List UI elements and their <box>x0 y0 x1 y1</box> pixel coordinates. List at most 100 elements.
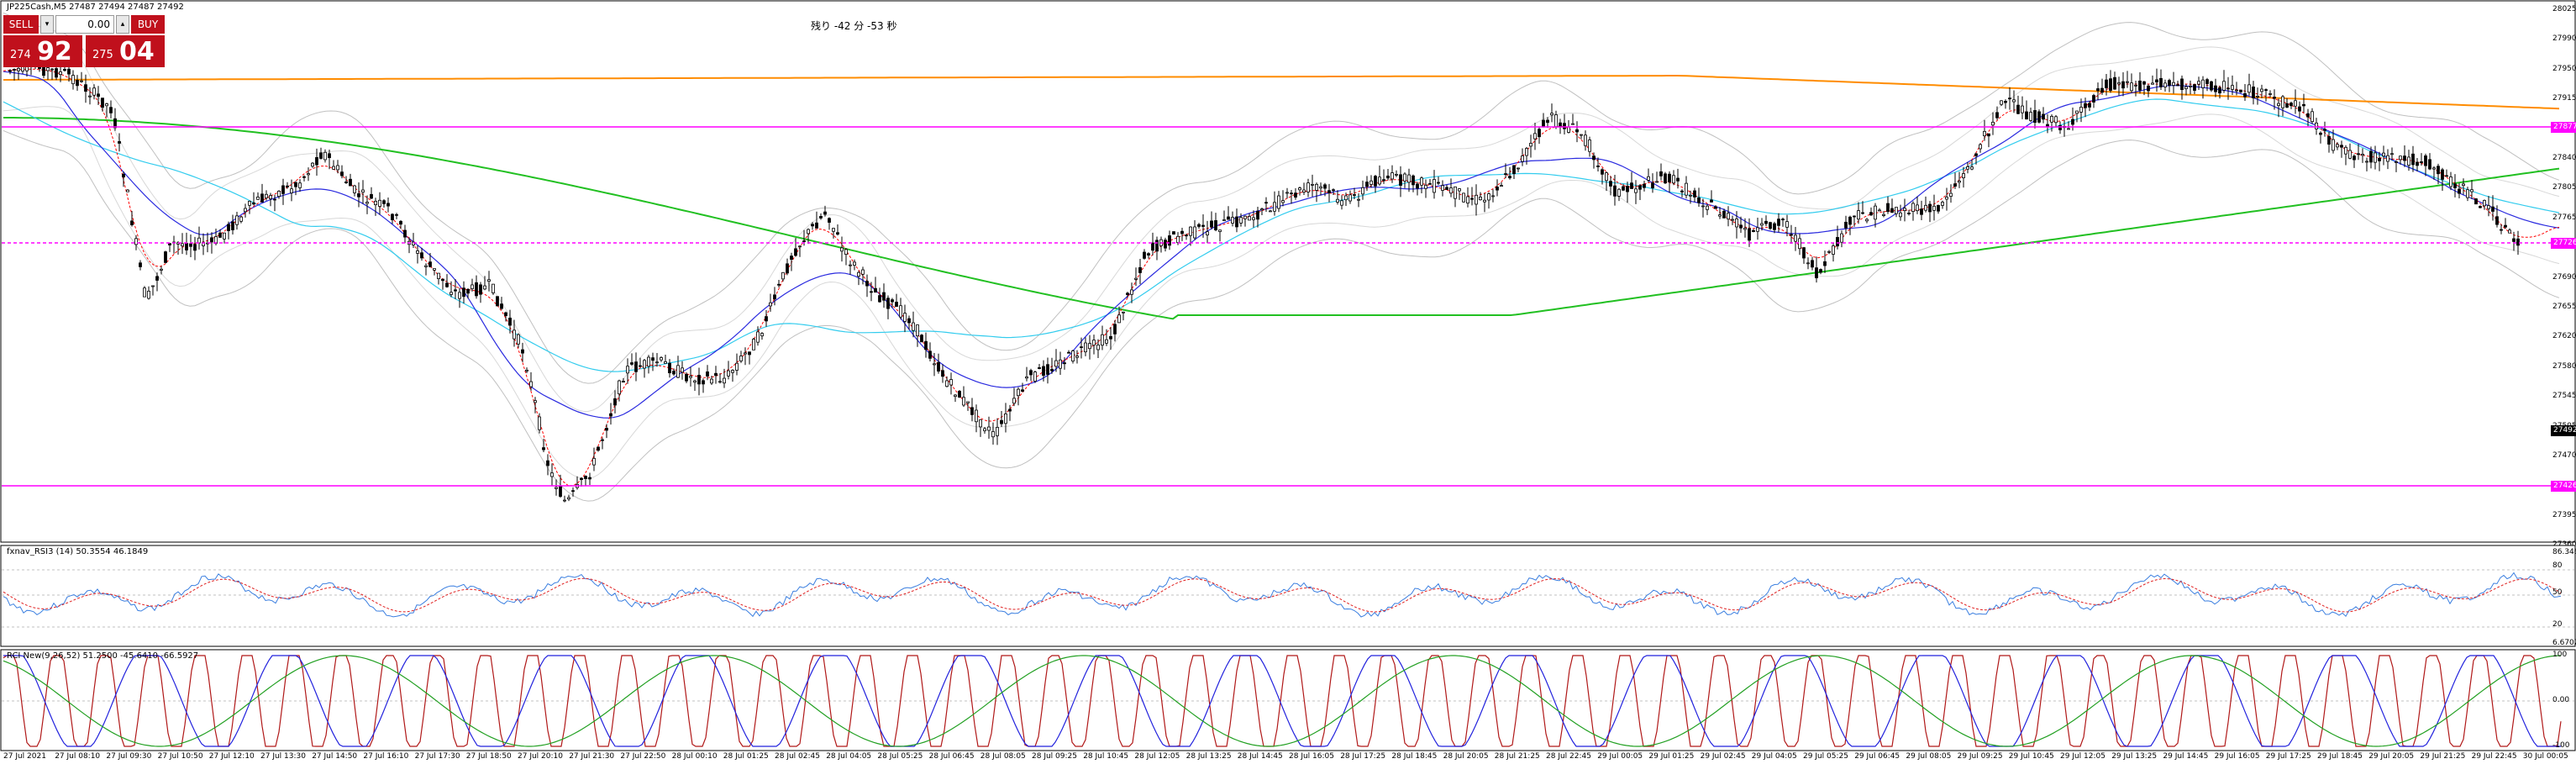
candle-body <box>1832 245 1835 255</box>
time-tick-label: 28 Jul 10:45 <box>1083 752 1129 761</box>
candle-body <box>1231 217 1234 224</box>
candle-body <box>399 220 402 225</box>
candle-body <box>1277 195 1280 209</box>
candle-body <box>84 84 87 92</box>
candle-body <box>1567 126 1570 133</box>
sell-price-display[interactable]: 274 92 <box>3 35 82 67</box>
candle-body <box>1676 177 1680 182</box>
time-tick-label: 28 Jul 18:45 <box>1391 752 1438 761</box>
ma-cyan[interactable] <box>3 98 2560 372</box>
candle-body <box>2432 167 2436 170</box>
candle-body <box>1928 203 1932 213</box>
candle-body <box>2424 155 2427 166</box>
candle-body <box>197 237 201 244</box>
candle-body <box>1542 119 1545 128</box>
candle-body <box>546 460 549 466</box>
rsi-pane[interactable]: fxnav_RSI3 (14) 50.3554 46.1849 86.3468 8… <box>0 545 2576 649</box>
rsi-line[interactable] <box>3 572 2562 618</box>
ma-blue[interactable] <box>3 71 2560 419</box>
candle-body <box>1588 140 1591 152</box>
candle-body <box>1046 364 1049 375</box>
candle-body <box>1269 210 1272 213</box>
candle-body <box>2201 79 2205 88</box>
candle-body <box>2000 100 2003 105</box>
candle-body <box>899 305 902 318</box>
time-tick-label: 29 Jul 05:25 <box>1803 752 1848 761</box>
candle-body <box>269 195 272 199</box>
rci-short-line[interactable] <box>3 655 2562 747</box>
candle-body <box>735 362 739 371</box>
candle-body <box>1143 251 1146 259</box>
rsi-indicator-title: fxnav_RSI3 (14) 50.3554 46.1849 <box>7 547 149 556</box>
candle-body <box>1966 166 1969 170</box>
candle-body <box>1470 198 1474 200</box>
candle-body <box>1021 389 1024 392</box>
candle-body <box>1374 176 1377 187</box>
candle-body <box>685 373 688 382</box>
candle-body <box>1327 190 1331 193</box>
candle-body <box>1164 240 1167 249</box>
buy-price-prefix: 275 <box>92 49 113 61</box>
candle-body <box>458 292 461 299</box>
candle-body <box>895 302 898 308</box>
candle-body <box>353 185 356 193</box>
candle-body <box>1869 212 1873 216</box>
candle-body <box>1613 185 1617 197</box>
candle-body <box>2378 157 2381 161</box>
candle-body <box>1823 261 1827 266</box>
lot-size-input[interactable]: 0.00 <box>55 15 114 34</box>
candle-body <box>786 263 789 274</box>
candle-body <box>2268 93 2272 95</box>
buy-price-display[interactable]: 275 04 <box>86 35 165 67</box>
rci-mid-line[interactable] <box>3 655 2561 747</box>
candle-body <box>1622 186 1625 191</box>
candle-body <box>1147 253 1150 256</box>
candle-body <box>1592 155 1596 161</box>
candle-body <box>1348 194 1352 202</box>
buy-button[interactable]: BUY <box>131 15 165 34</box>
candle-body <box>1920 208 1923 215</box>
price-chart-canvas[interactable] <box>0 0 2576 545</box>
candle-body <box>340 171 344 177</box>
candle-body <box>2369 150 2373 163</box>
rci-long-line[interactable] <box>3 655 2562 747</box>
candle-body <box>878 295 881 303</box>
candle-body <box>513 329 516 340</box>
rci-tick-label: 0.00 <box>2552 696 2570 704</box>
candle-body <box>1193 226 1196 239</box>
line-price-tag: 27726 <box>2551 238 2576 249</box>
sell-button[interactable]: SELL <box>3 15 39 34</box>
candle-body <box>1533 133 1537 140</box>
candle-body <box>991 431 995 438</box>
candle-body <box>672 371 676 375</box>
candle-body <box>874 287 877 293</box>
lot-down-button[interactable]: ▾ <box>40 15 54 34</box>
candle-body <box>403 229 407 238</box>
candle-body <box>1306 182 1310 192</box>
lot-up-button[interactable]: ▴ <box>116 15 129 34</box>
candle-body <box>1357 198 1360 201</box>
medium-ma-green[interactable] <box>3 117 2560 320</box>
candle-body <box>365 202 369 204</box>
candle-body <box>1302 189 1306 193</box>
time-tick-label: 28 Jul 17:25 <box>1340 752 1386 761</box>
candle-body <box>647 356 650 367</box>
time-tick-label: 27 Jul 16:10 <box>363 752 409 761</box>
candle-body <box>2121 81 2125 89</box>
candle-body <box>1412 175 1415 186</box>
candle-body <box>1815 267 1818 279</box>
candle-body <box>1903 208 1906 211</box>
rci-pane[interactable]: RCI New(9,26,52) 51.2500 -45.6410 -66.59… <box>0 649 2576 751</box>
candle-body <box>1605 172 1608 182</box>
candle-body <box>1924 204 1927 211</box>
candle-body <box>1361 187 1364 195</box>
price-pane[interactable]: JP225Cash,M5 27487 27494 27487 27492 残り … <box>0 0 2576 549</box>
rsi-chart-canvas[interactable] <box>0 545 2576 649</box>
candle-body <box>2071 119 2074 125</box>
rci-chart-canvas[interactable] <box>0 649 2576 751</box>
candle-body <box>584 476 587 479</box>
candle-body <box>63 69 66 71</box>
candle-body <box>1122 311 1125 314</box>
candle-body <box>1777 219 1780 226</box>
time-tick-label: 29 Jul 16:05 <box>2214 752 2260 761</box>
